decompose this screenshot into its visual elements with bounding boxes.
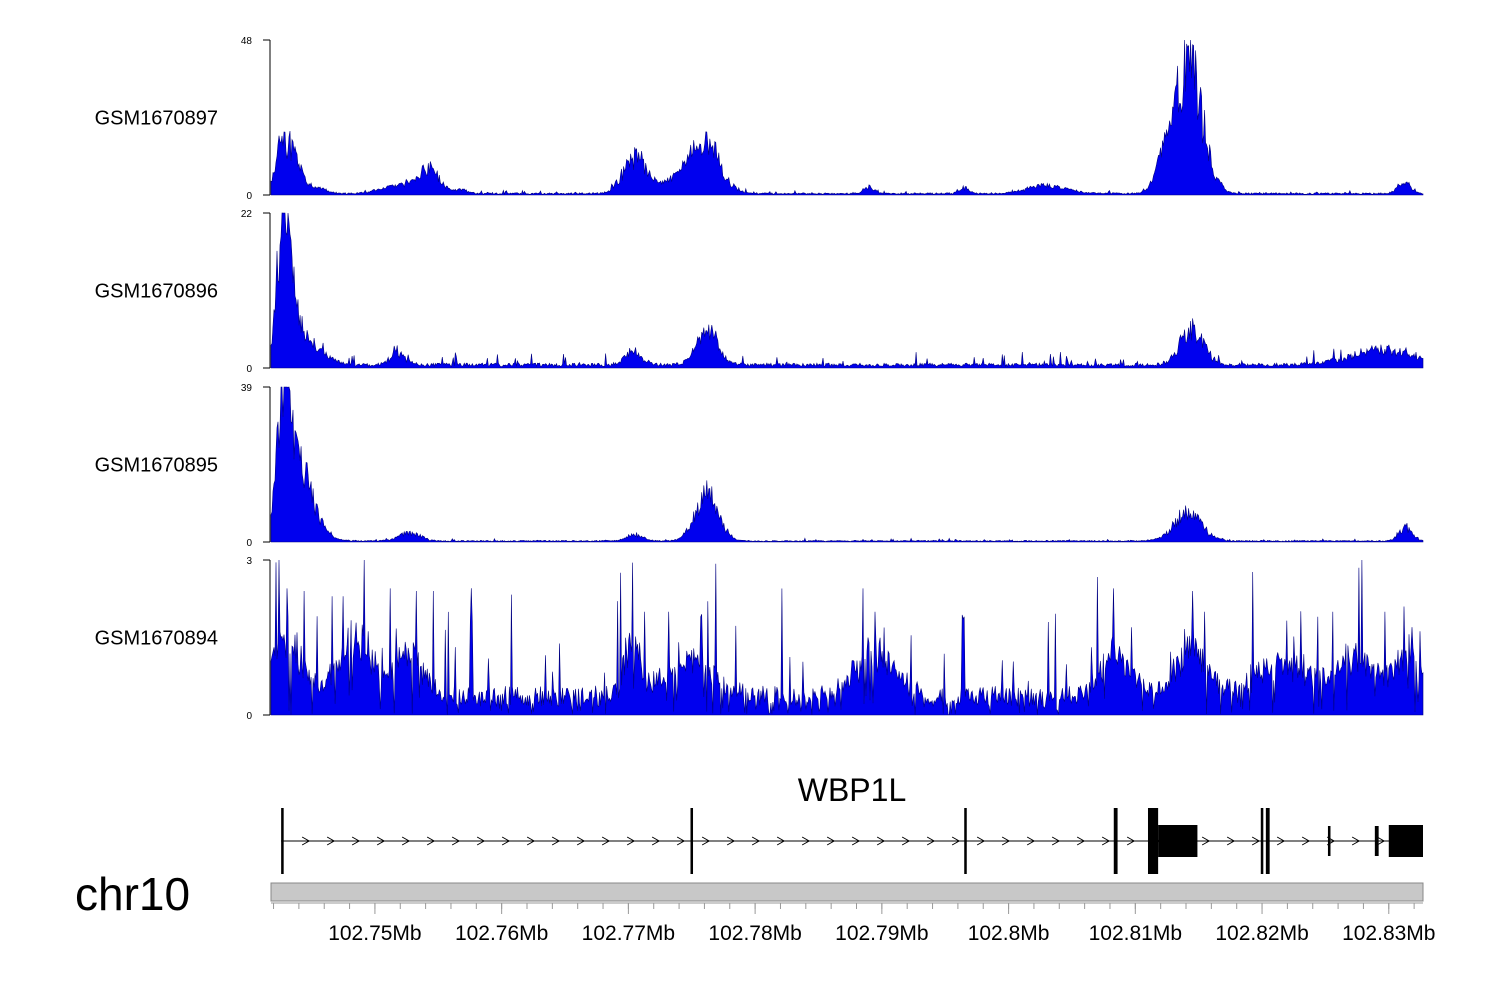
- strand-arrow: [951, 836, 961, 846]
- strand-arrow: [451, 836, 461, 846]
- strand-arrow: [351, 836, 361, 846]
- coverage-area: [270, 39, 1424, 196]
- strand-arrow: [1351, 836, 1361, 846]
- axis-tick-label: 102.76Mb: [455, 922, 548, 945]
- exon: [1113, 808, 1118, 874]
- strand-arrow: [1001, 836, 1011, 846]
- strand-arrow: [1226, 836, 1236, 846]
- strand-arrow: [1101, 836, 1111, 846]
- exon: [281, 808, 284, 874]
- strand-arrow: [751, 836, 761, 846]
- y-min-label: 0: [246, 711, 252, 722]
- y-min-label: 0: [246, 364, 252, 375]
- track-label: GSM1670894: [95, 628, 218, 650]
- exon: [964, 808, 967, 874]
- genome-axis: 102.75Mb 102.76Mb 102.77Mb 102.78Mb 102.79Mb…: [271, 902, 1435, 945]
- strand-arrow: [501, 836, 511, 846]
- y-max-label: 3: [246, 556, 252, 567]
- axis-tick-label: 102.83Mb: [1342, 922, 1435, 945]
- strand-arrow: [1201, 836, 1211, 846]
- track-gsm1670894: GSM1670894 3 0: [95, 556, 1424, 722]
- strand-arrow: [1251, 836, 1261, 846]
- strand-arrow: [826, 836, 836, 846]
- exon: [1158, 825, 1198, 857]
- strand-arrow: [1076, 836, 1086, 846]
- strand-arrow: [526, 836, 536, 846]
- exon: [1388, 825, 1423, 857]
- gene-name: WBP1L: [798, 772, 906, 808]
- coverage-area: [270, 212, 1424, 369]
- axis-tick-label: 102.8Mb: [968, 922, 1050, 945]
- strand-arrow: [726, 836, 736, 846]
- exon: [1265, 808, 1270, 874]
- track-label: GSM1670895: [95, 455, 218, 477]
- track-label: GSM1670897: [95, 108, 218, 130]
- strand-arrow: [901, 836, 911, 846]
- coverage-area: [270, 386, 1424, 543]
- strand-arrow: [1126, 836, 1136, 846]
- exon: [1260, 808, 1264, 874]
- y-min-label: 0: [246, 191, 252, 202]
- strand-arrow: [476, 836, 486, 846]
- y-max-label: 22: [241, 209, 253, 220]
- chromosome-label: chr10: [75, 868, 190, 920]
- exon: [1327, 826, 1331, 856]
- strand-arrow: [576, 836, 586, 846]
- exon: [1374, 826, 1379, 856]
- gene-track: WBP1L: [281, 772, 1423, 874]
- strand-arrow: [876, 836, 886, 846]
- axis-tick-label: 102.75Mb: [328, 922, 421, 945]
- strand-arrow: [676, 836, 686, 846]
- exon: [690, 808, 694, 874]
- axis-tick-label: 102.78Mb: [708, 922, 801, 945]
- track-label: GSM1670896: [95, 281, 218, 303]
- chromosome-track: chr10: [75, 868, 1424, 920]
- axis-tick-label: 102.81Mb: [1089, 922, 1182, 945]
- strand-arrow: [376, 836, 386, 846]
- strand-arrow: [1376, 836, 1386, 846]
- strand-arrow: [776, 836, 786, 846]
- y-min-label: 0: [246, 538, 252, 549]
- strand-arrow: [926, 836, 936, 846]
- y-max-label: 39: [241, 383, 253, 394]
- chromosome-bar: [270, 882, 1424, 902]
- tracks-layer: GSM1670897480GSM1670896220GSM1670895390G…: [95, 36, 1424, 722]
- strand-arrow: [651, 836, 661, 846]
- strand-arrow: [1276, 836, 1286, 846]
- strand-arrow: [401, 836, 411, 846]
- strand-arrow: [626, 836, 636, 846]
- coverage-area: [270, 559, 1424, 716]
- track-gsm1670895: GSM1670895 39 0: [95, 383, 1424, 549]
- exon: [1147, 808, 1159, 874]
- strand-arrow: [1026, 836, 1036, 846]
- strand-arrow: [851, 836, 861, 846]
- strand-arrow: [426, 836, 436, 846]
- axis-tick-label: 102.79Mb: [835, 922, 928, 945]
- axis-tick-label: 102.77Mb: [582, 922, 675, 945]
- track-gsm1670896: GSM1670896 22 0: [95, 209, 1424, 375]
- axis-tick-label: 102.82Mb: [1215, 922, 1308, 945]
- strand-arrow: [976, 836, 986, 846]
- strand-arrow: [1051, 836, 1061, 846]
- y-max-label: 48: [241, 36, 253, 47]
- strand-arrow: [701, 836, 711, 846]
- strand-arrow: [301, 836, 311, 846]
- strand-arrow: [801, 836, 811, 846]
- strand-arrow: [1301, 836, 1311, 846]
- track-gsm1670897: GSM1670897 48 0: [95, 36, 1424, 202]
- strand-arrow: [326, 836, 336, 846]
- strand-arrow: [551, 836, 561, 846]
- strand-arrow: [601, 836, 611, 846]
